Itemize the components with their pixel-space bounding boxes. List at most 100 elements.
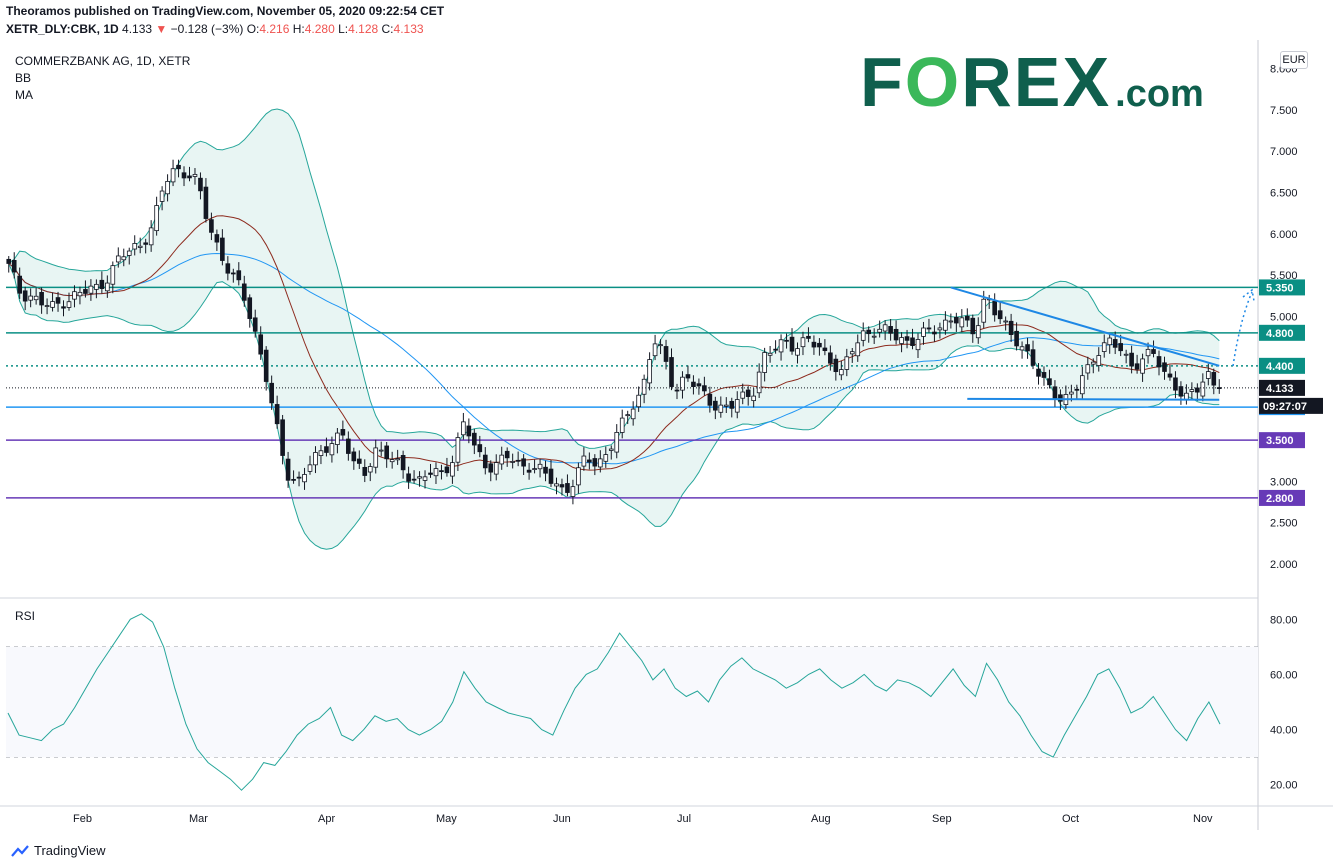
high-value: 4.280: [304, 22, 335, 36]
currency-badge[interactable]: EUR: [1280, 51, 1308, 69]
down-arrow-icon: ▼: [155, 22, 168, 36]
bollinger-lower: [8, 263, 1220, 550]
candle-body: [932, 331, 937, 335]
candle-body: [154, 205, 159, 232]
candle-body: [203, 186, 209, 219]
candle-body: [1178, 386, 1184, 397]
tradingview-label: TradingView: [34, 843, 106, 858]
low-value: 4.128: [348, 22, 379, 36]
candle-body: [274, 404, 280, 425]
level-tag-5.350: [1259, 279, 1305, 296]
candle-body: [532, 468, 537, 470]
candle-body: [241, 283, 247, 301]
candle-body: [926, 327, 932, 330]
candle-body: [904, 336, 910, 341]
level-tag-text-4.400: 4.400: [1266, 361, 1294, 373]
rsi-band-fill: [6, 646, 1258, 758]
candle-body: [729, 400, 735, 409]
candle-body: [11, 259, 17, 273]
candle-body: [915, 339, 921, 351]
candle-body: [77, 291, 83, 297]
candle-body: [877, 328, 882, 333]
candle-body: [110, 265, 116, 285]
symbol-quote: XETR_DLY:CBK, 1D 4.133 ▼ −0.128 (−3%) O:…: [6, 22, 424, 36]
candle-body: [395, 458, 400, 461]
candle-body: [214, 234, 220, 243]
candle-body: [94, 283, 99, 290]
candle-body: [838, 369, 844, 376]
month-label-Nov: Nov: [1193, 813, 1213, 825]
candle-body: [1211, 372, 1217, 386]
candle-body: [181, 172, 187, 179]
candle-body: [1200, 381, 1206, 397]
projection-arrow: [1232, 291, 1253, 367]
candle-body: [39, 291, 44, 306]
candle-body: [493, 462, 499, 475]
symbol: XETR_DLY:CBK, 1D: [6, 22, 119, 36]
last-price-tag: [1259, 379, 1305, 396]
price-tick-label: 7.000: [1270, 146, 1298, 158]
candle-body: [296, 476, 302, 479]
candle-body: [565, 483, 570, 493]
candle-body: [822, 347, 828, 352]
level-tag-4.800: [1259, 324, 1305, 341]
candle-body: [581, 455, 587, 467]
candle-body: [970, 317, 976, 335]
candle-body: [335, 432, 340, 445]
candle-body: [324, 446, 329, 453]
projection-arrowhead: [1242, 288, 1255, 302]
tradingview-footer[interactable]: TradingView: [10, 843, 106, 858]
candle-body: [170, 168, 176, 183]
candle-body: [252, 317, 258, 332]
candle-body: [893, 328, 899, 341]
candle-body: [718, 404, 724, 413]
rsi-tick-label: 60.00: [1270, 669, 1298, 681]
candle-body: [340, 429, 346, 436]
candle-body: [756, 371, 762, 394]
candle-body: [1167, 373, 1173, 378]
level-tag-text-5.350: 5.350: [1266, 282, 1294, 294]
candle-body: [1173, 377, 1178, 391]
candle-body: [444, 466, 450, 474]
forex-logo: FOREX .com: [860, 43, 1204, 121]
candle-body: [619, 417, 625, 433]
candle-body: [762, 352, 767, 373]
candle-body: [50, 301, 55, 308]
candle-body: [236, 270, 242, 281]
candle-body: [1030, 349, 1036, 366]
candle-body: [669, 357, 674, 387]
price-tick-label: 6.000: [1270, 229, 1298, 241]
candle-body: [356, 458, 362, 464]
rsi-tick-label: 80.00: [1270, 614, 1298, 626]
candle-body: [22, 290, 28, 302]
last-price-tag-text: 4.133: [1266, 383, 1294, 395]
ma-legend[interactable]: MA: [15, 88, 33, 102]
price-tick-label: 2.500: [1270, 518, 1298, 530]
candle-body: [143, 242, 148, 245]
candle-body: [83, 289, 88, 294]
rsi-tick-label: 20.00: [1270, 780, 1298, 792]
candle-body: [975, 325, 981, 339]
candle-body: [652, 343, 658, 357]
candle-body: [860, 330, 866, 341]
candle-body: [285, 458, 291, 481]
rsi-legend[interactable]: RSI: [15, 609, 36, 623]
candle-body: [318, 450, 324, 456]
candle-body: [734, 399, 740, 413]
candle-body: [817, 342, 822, 348]
high-label: H:: [292, 22, 305, 36]
candle-body: [176, 164, 181, 170]
candle-body: [400, 455, 406, 471]
candle-body: [608, 448, 614, 451]
candle-body: [1151, 349, 1156, 354]
candle-body: [855, 342, 861, 357]
candle-body: [603, 454, 609, 462]
candle-body: [417, 476, 422, 479]
bb-legend[interactable]: BB: [15, 71, 32, 85]
candle-body: [1123, 353, 1129, 356]
candle-body: [406, 473, 411, 482]
candle-body: [187, 175, 192, 179]
downtrend-line: [950, 286, 1220, 367]
candle-body: [576, 467, 581, 486]
